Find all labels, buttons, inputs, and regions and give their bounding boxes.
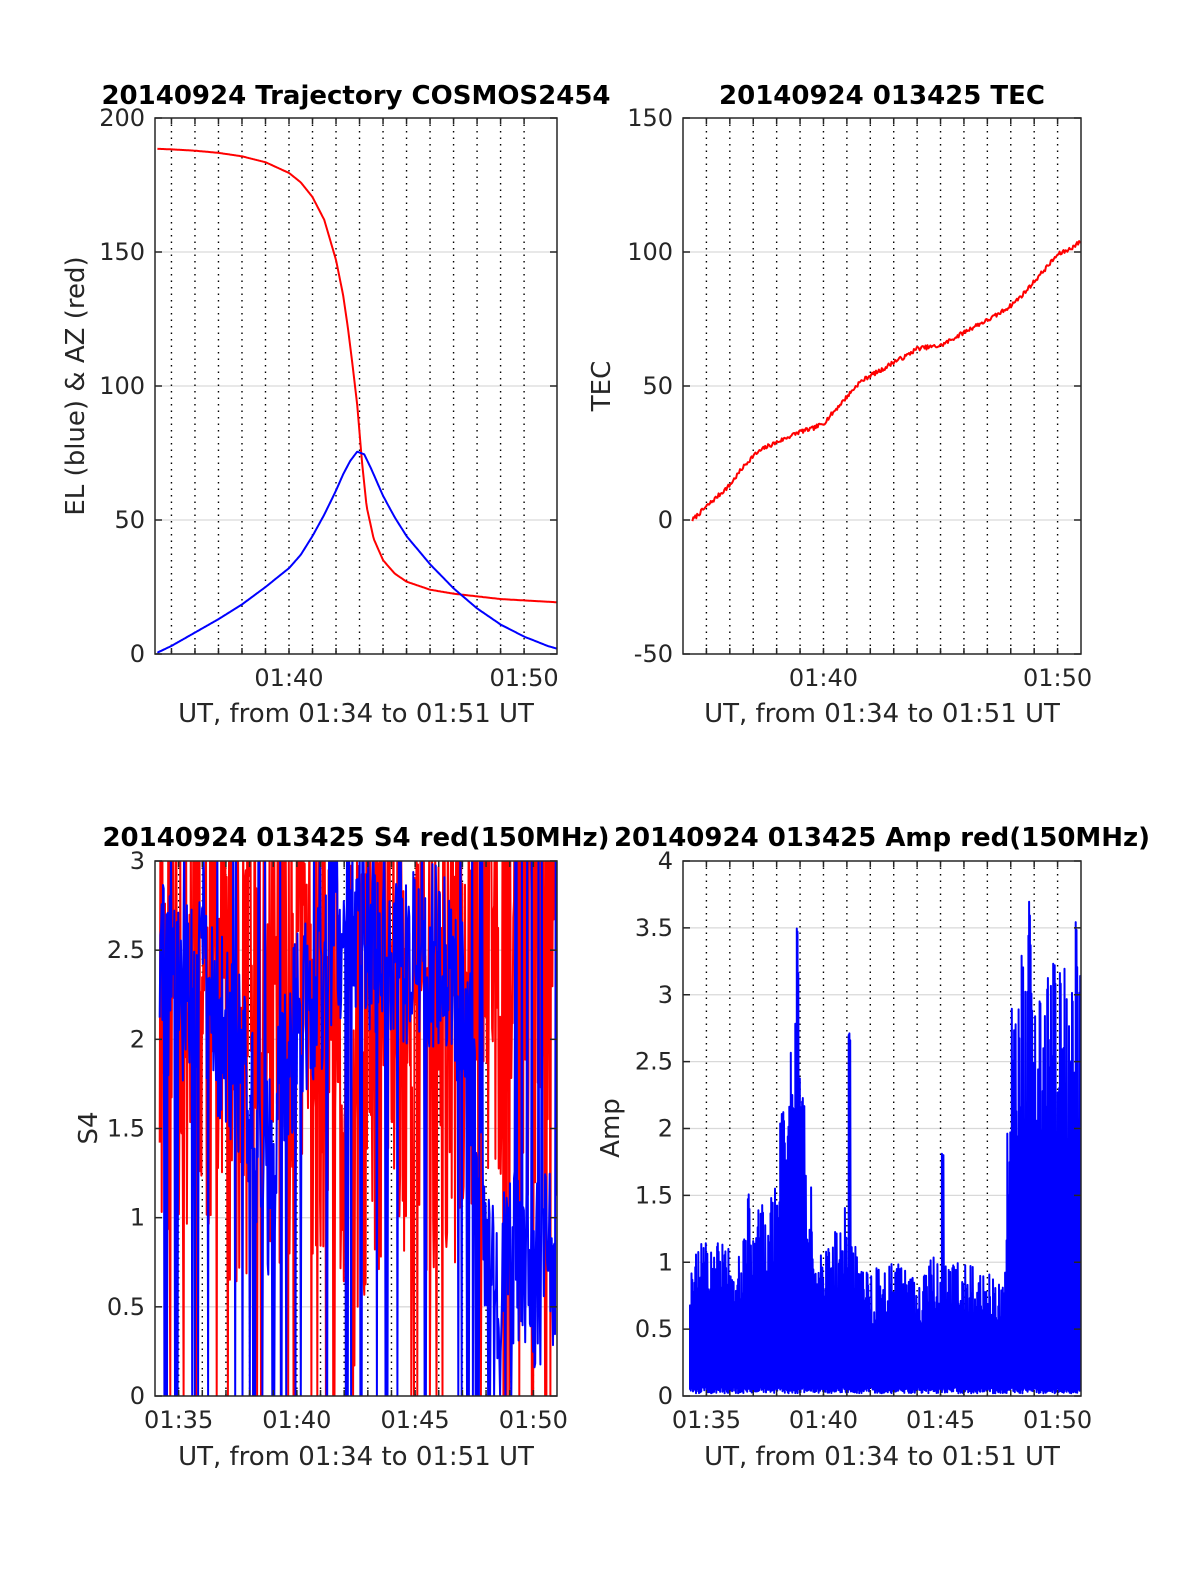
amp-series-0: [689, 900, 1081, 1395]
trajectory-title: 20140924 Trajectory COSMOS2454: [101, 81, 610, 111]
tec-series-0: [691, 240, 1081, 522]
trajectory-xtick-label-1: 01:50: [490, 664, 559, 692]
trajectory-ytick-label-2: 100: [99, 372, 145, 400]
tec-ytick-label-3: 100: [627, 238, 673, 266]
trajectory-series-0: [157, 147, 557, 604]
s4-ytick-label-4: 2: [130, 1025, 145, 1053]
amp-panel: 20140924 013425 Amp red(150MHz) Amp UT, …: [596, 823, 1150, 1472]
amp-xtick-label-3: 01:50: [1023, 1406, 1092, 1434]
trajectory-panel: 20140924 Trajectory COSMOS2454 EL (blue)…: [61, 81, 611, 729]
s4-ytick-label-3: 1.5: [107, 1115, 145, 1143]
amp-title: 20140924 013425 Amp red(150MHz): [614, 823, 1150, 853]
s4-ytick-label-6: 3: [130, 847, 145, 875]
s4-series-1: [158, 861, 557, 1396]
trajectory-xtick-label-0: 01:40: [254, 664, 323, 692]
tec-ylabel: TEC: [587, 361, 617, 412]
amp-xlabel: UT, from 01:34 to 01:51 UT: [704, 1442, 1060, 1472]
amp-ytick-label-0: 0: [658, 1382, 673, 1410]
amp-ytick-label-5: 2.5: [635, 1048, 673, 1076]
tec-panel: 20140924 013425 TEC TEC UT, from 01:34 t…: [587, 81, 1092, 729]
s4-ytick-label-0: 0: [130, 1382, 145, 1410]
tec-xtick-label-0: 01:40: [789, 664, 858, 692]
s4-ytick-label-5: 2.5: [107, 936, 145, 964]
s4-plot-area: [158, 861, 557, 1396]
amp-plot-area: [689, 900, 1081, 1395]
tec-xlabel: UT, from 01:34 to 01:51 UT: [704, 699, 1060, 729]
trajectory-series-1: [156, 450, 557, 654]
amp-ylabel: Amp: [596, 1098, 626, 1158]
amp-ytick-label-3: 1.5: [635, 1181, 673, 1209]
tec-plot-area: [691, 240, 1081, 522]
amp-ytick-label-2: 1: [658, 1248, 673, 1276]
trajectory-ytick-label-4: 200: [99, 104, 145, 132]
tec-ytick-label-2: 50: [642, 372, 673, 400]
tec-ytick-label-1: 0: [658, 506, 673, 534]
tec-ytick-label-4: 150: [627, 104, 673, 132]
tec-ytick-label-0: -50: [634, 640, 673, 668]
s4-xtick-label-2: 01:45: [381, 1406, 450, 1434]
amp-ytick-label-7: 3.5: [635, 914, 673, 942]
amp-ytick-label-1: 0.5: [635, 1315, 673, 1343]
s4-ylabel: S4: [74, 1111, 104, 1144]
tec-xtick-label-1: 01:50: [1023, 664, 1092, 692]
s4-ytick-label-1: 0.5: [107, 1293, 145, 1321]
s4-xlabel: UT, from 01:34 to 01:51 UT: [178, 1442, 534, 1472]
amp-xtick-label-2: 01:45: [906, 1406, 975, 1434]
amp-ytick-label-4: 2: [658, 1115, 673, 1143]
s4-title: 20140924 013425 S4 red(150MHz): [102, 823, 609, 853]
trajectory-ytick-label-3: 150: [99, 238, 145, 266]
trajectory-xlabel: UT, from 01:34 to 01:51 UT: [178, 699, 534, 729]
amp-xtick-label-1: 01:40: [789, 1406, 858, 1434]
trajectory-plot-area: [156, 147, 557, 654]
trajectory-ytick-label-1: 50: [114, 506, 145, 534]
trajectory-ylabel: EL (blue) & AZ (red): [61, 256, 91, 515]
amp-ytick-label-6: 3: [658, 981, 673, 1009]
s4-xtick-label-0: 01:35: [144, 1406, 213, 1434]
tec-title: 20140924 013425 TEC: [719, 81, 1045, 111]
amp-xtick-label-0: 01:35: [672, 1406, 741, 1434]
s4-panel: 20140924 013425 S4 red(150MHz) S4 UT, fr…: [74, 823, 610, 1472]
s4-ytick-label-2: 1: [130, 1204, 145, 1232]
s4-xtick-label-3: 01:50: [499, 1406, 568, 1434]
s4-xtick-label-1: 01:40: [262, 1406, 331, 1434]
trajectory-ytick-label-0: 0: [130, 640, 145, 668]
amp-ytick-label-8: 4: [658, 847, 673, 875]
